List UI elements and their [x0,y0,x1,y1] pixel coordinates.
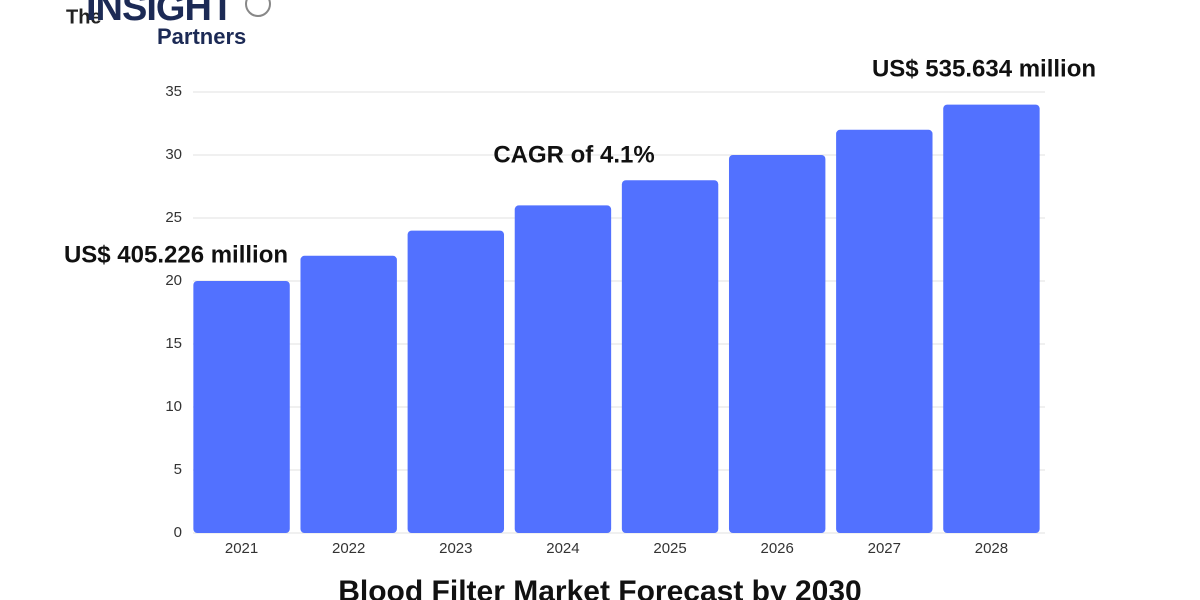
chart-title: Blood Filter Market Forecast by 2030 [338,575,862,600]
bar [621,180,719,533]
logo: The INSIGHT Partners [66,0,271,49]
y-tick-label: 15 [165,335,182,352]
y-tick-label: 0 [174,524,182,541]
bar [943,104,1040,533]
y-tick-label: 25 [165,209,182,226]
bar [836,129,933,534]
bar [728,155,826,533]
annotation: US$ 405.226 million [64,241,288,268]
y-tick-label: 30 [165,146,182,163]
y-tick-label: 10 [165,398,182,415]
bar [300,255,397,534]
y-tick-label: 20 [165,272,182,289]
annotation: US$ 535.634 million [872,55,1096,82]
y-tick-label: 5 [174,461,182,478]
logo-insight: INSIGHT [86,0,234,29]
x-tick-label: 2026 [761,540,794,557]
annotation: CAGR of 4.1% [493,141,654,168]
logo-the: The [66,6,102,28]
x-tick-label: 2021 [225,540,258,557]
x-tick-label: 2023 [439,540,472,557]
bar [193,281,290,533]
x-tick-label: 2025 [653,540,686,557]
x-tick-label: 2024 [546,540,579,557]
logo-icon [245,0,271,17]
x-tick-label: 2028 [975,540,1008,557]
y-tick-label: 35 [165,83,182,100]
bar [514,205,612,533]
logo-partners: Partners [157,24,246,49]
x-tick-label: 2027 [868,540,901,557]
bar [407,230,505,533]
x-tick-label: 2022 [332,540,365,557]
